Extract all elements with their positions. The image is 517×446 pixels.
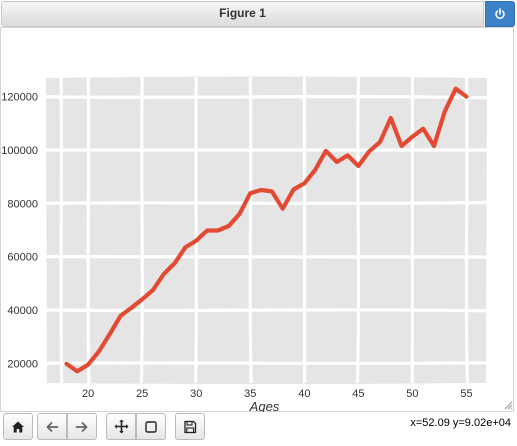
gridline-y xyxy=(45,94,488,100)
save-button[interactable] xyxy=(175,413,205,440)
gridline-x xyxy=(59,76,64,384)
gridline-x xyxy=(194,76,198,384)
gridline-x xyxy=(464,76,470,384)
title-bar: Figure 1 xyxy=(1,1,484,27)
home-button[interactable] xyxy=(3,413,33,440)
gridline-x xyxy=(86,76,91,384)
pan-button[interactable] xyxy=(106,413,136,440)
plot-area xyxy=(46,76,487,384)
zoom-rect-icon xyxy=(145,420,157,433)
gridline-x xyxy=(248,76,253,384)
gridline-x xyxy=(139,76,144,384)
series-line xyxy=(64,86,469,374)
zoom-rect-button[interactable] xyxy=(136,413,166,440)
y-tick-label: 40000 xyxy=(7,305,38,317)
x-tick-label: 50 xyxy=(406,388,418,400)
x-tick-label: 40 xyxy=(298,388,310,400)
close-figure-button[interactable] xyxy=(485,1,515,27)
cursor-coordinates: x=52.09 y=9.02e+04 xyxy=(410,417,511,429)
x-tick-label: 55 xyxy=(460,388,472,400)
forward-button[interactable] xyxy=(67,413,97,440)
power-icon xyxy=(495,8,505,20)
resize-grip[interactable] xyxy=(503,400,513,410)
x-tick-label: 20 xyxy=(82,388,94,400)
back-button[interactable] xyxy=(37,413,67,440)
back-icon xyxy=(46,421,59,432)
x-axis-label: Ages xyxy=(249,399,280,412)
y-tick-label: 20000 xyxy=(7,358,38,370)
gridline-x xyxy=(355,76,361,384)
gridline-y xyxy=(45,200,488,206)
x-tick-label: 30 xyxy=(190,388,202,400)
y-tick-label: 60000 xyxy=(7,252,38,264)
save-icon xyxy=(184,420,197,433)
window-title: Figure 1 xyxy=(219,6,266,20)
forward-icon xyxy=(75,421,88,432)
gridline-y xyxy=(45,308,488,313)
y-tick-label: 120000 xyxy=(1,92,38,104)
y-tick-label: 80000 xyxy=(7,198,38,210)
home-icon xyxy=(12,421,24,432)
gridline-y xyxy=(45,361,488,365)
pan-icon xyxy=(114,419,128,434)
x-tick-label: 25 xyxy=(136,388,148,400)
line-chart: 20 25 30 35 40 45 50 55 20000 40000 60000 80000 1000… xyxy=(1,76,488,412)
navigation-toolbar xyxy=(0,413,300,443)
y-tick-label: 100000 xyxy=(1,145,38,157)
x-tick-label: 35 xyxy=(244,388,256,400)
x-tick-label: 45 xyxy=(352,388,364,400)
